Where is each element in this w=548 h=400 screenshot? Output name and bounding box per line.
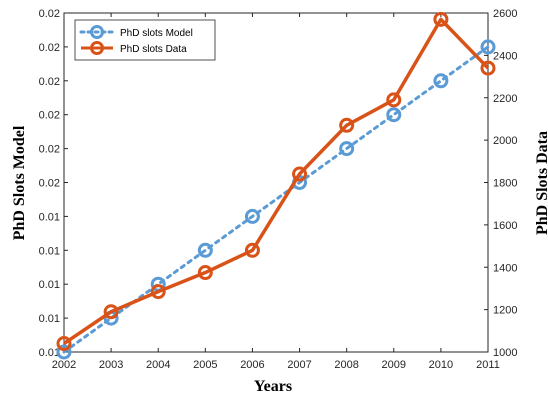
x-tick-label: 2002 — [52, 359, 76, 371]
data-point-phd-slots-data — [433, 11, 449, 27]
data-point-phd-slots-model — [197, 242, 213, 258]
x-tick-label: 2008 — [334, 359, 358, 371]
right-y-tick-label: 2000 — [493, 135, 517, 147]
right-y-tick-label: 1600 — [493, 220, 517, 232]
x-tick-label: 2003 — [99, 359, 123, 371]
data-point-phd-slots-data — [480, 60, 496, 76]
x-tick-label: 2004 — [146, 359, 170, 371]
right-y-axis: 1000 1200 1400 1600 1800 2000 2200 2400 2600 — [484, 8, 517, 359]
x-tick-label: 2006 — [240, 359, 264, 371]
left-y-tick-label: 0.02 — [39, 110, 60, 122]
left-y-tick-label: 0.02 — [39, 178, 60, 190]
data-point-phd-slots-data — [150, 284, 166, 300]
data-point-phd-slots-data — [386, 92, 402, 108]
right-y-tick-label: 1800 — [493, 178, 517, 190]
data-point-phd-slots-model — [386, 107, 402, 123]
data-point-phd-slots-data — [292, 166, 308, 182]
right-y-tick-label: 1000 — [493, 347, 517, 359]
right-y-tick-label: 1200 — [493, 305, 517, 317]
data-point-phd-slots-data — [103, 304, 119, 320]
left-y-axis: 0.01 0.01 0.01 0.01 0.01 0.02 0.02 0.02 0.02 0.02… — [39, 8, 68, 359]
x-tick-label: 2009 — [382, 359, 406, 371]
left-y-tick-label: 0.01 — [39, 245, 60, 257]
left-y-tick-label: 0.02 — [39, 144, 60, 156]
left-y-tick-label: 0.01 — [39, 279, 60, 291]
x-axis: 2002 2003 2004 2005 2006 2007 2008 2009 2010 2011 — [52, 13, 500, 371]
left-y-axis-title: PhD Slots Model — [11, 125, 28, 240]
right-y-tick-label: 2600 — [493, 8, 517, 20]
left-y-tick-label: 0.01 — [39, 313, 60, 325]
right-y-axis-title: PhD Slots Data — [534, 131, 548, 235]
x-tick-label: 2011 — [476, 359, 500, 371]
right-y-tick-label: 1400 — [493, 262, 517, 274]
series-line-phd-slots-data — [63, 17, 490, 345]
x-tick-label: 2005 — [193, 359, 217, 371]
data-point-phd-slots-data — [56, 336, 72, 352]
x-axis-title: Years — [254, 378, 292, 395]
left-y-tick-label: 0.02 — [39, 8, 60, 20]
plot-area — [63, 12, 489, 353]
data-point-phd-slots-data — [339, 117, 355, 133]
legend-swatch-marker — [90, 41, 104, 55]
plot-frame — [63, 12, 489, 353]
series-layer — [56, 11, 496, 360]
right-y-tick-label: 2400 — [493, 50, 517, 62]
left-y-tick-label: 0.01 — [39, 347, 60, 359]
x-tick-label: 2010 — [429, 359, 453, 371]
legend-label: PhD slots Data — [120, 44, 187, 55]
data-point-phd-slots-data — [244, 242, 260, 258]
x-tick-label: 2007 — [287, 359, 311, 371]
left-y-tick-label: 0.02 — [39, 76, 60, 88]
left-y-tick-label: 0.02 — [39, 42, 60, 54]
data-point-phd-slots-model — [433, 73, 449, 89]
legend-label: PhD slots Model — [120, 28, 193, 39]
data-point-phd-slots-model — [244, 208, 260, 224]
left-y-tick-label: 0.01 — [39, 211, 60, 223]
right-y-tick-label: 2200 — [493, 93, 517, 105]
data-point-phd-slots-model — [480, 39, 496, 55]
data-point-phd-slots-model — [339, 141, 355, 157]
data-point-phd-slots-model — [56, 344, 72, 360]
legend-swatch-marker — [90, 25, 104, 39]
data-point-phd-slots-data — [197, 265, 213, 281]
legend: PhD slots Model PhD slots Data — [74, 19, 216, 61]
